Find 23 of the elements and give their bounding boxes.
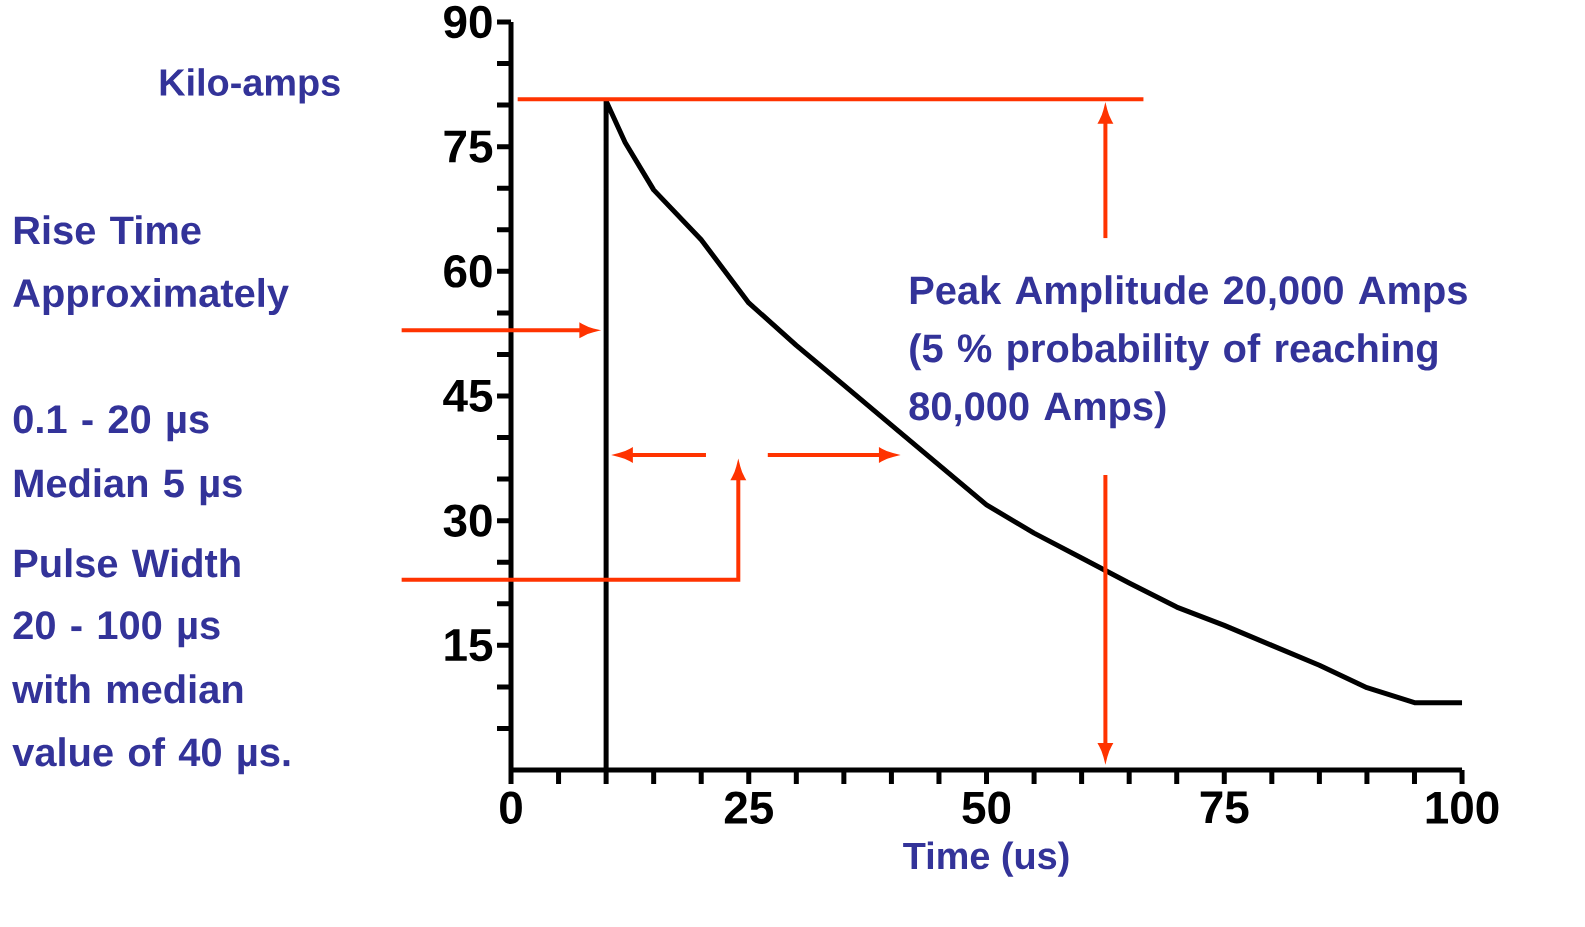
- annotation: 80,000 Amps): [909, 391, 1166, 429]
- text: 20 - 100 µs: [13, 611, 220, 648]
- x-tick-label: 100: [1426, 791, 1499, 824]
- text: with median: [12, 674, 243, 704]
- x-tick-label: 25: [724, 791, 773, 824]
- y-tick-label: 15: [445, 629, 493, 662]
- text: Pulse Width: [14, 548, 240, 578]
- text: Median 5 µs: [14, 468, 242, 506]
- y-tick-label: 75: [444, 130, 493, 163]
- x-tick-label: 50: [962, 791, 1011, 824]
- annotation: (5 % probability of reaching: [910, 333, 1437, 371]
- x-axis-title: Time (us): [903, 841, 1069, 877]
- y-axis-title: Kilo-amps: [160, 68, 340, 104]
- y-tick-label: 60: [444, 255, 492, 288]
- x-tick-label: 75: [1200, 791, 1249, 824]
- text: Rise Time Approximately: [13, 215, 289, 316]
- x-tick-label: 0: [500, 791, 522, 824]
- y-tick-label: 45: [443, 380, 493, 412]
- y-tick-label: 90: [444, 5, 492, 39]
- annotation: Peak Amplitude 20,000 Amps: [910, 275, 1467, 313]
- text: 0.1 - 20 µs: [13, 405, 209, 442]
- y-tick-label: 30: [443, 504, 492, 537]
- text: value of 40 µs.: [12, 737, 290, 775]
